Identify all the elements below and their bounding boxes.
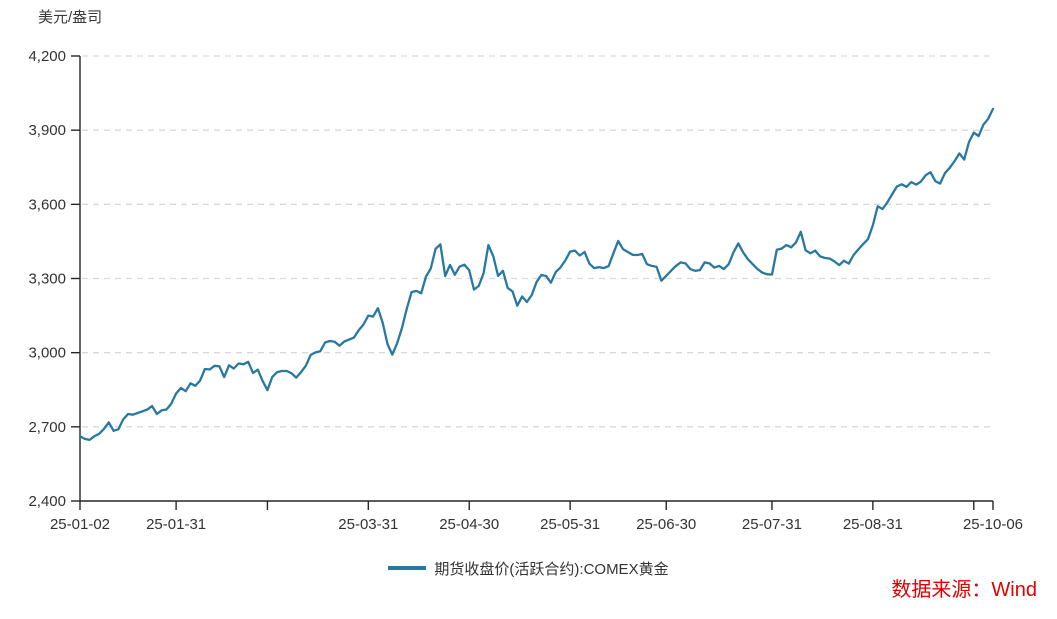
x-tick-label: 25-04-30 [439,516,499,533]
x-tick-label: 25-03-31 [338,516,398,533]
y-tick-label: 2,400 [28,493,66,510]
x-tick-label: 25-07-31 [742,516,802,533]
y-tick-label: 3,300 [28,271,66,288]
price-line-comex-gold [78,107,995,442]
x-tick-labels: 25-01-02 25-01-31 25-03-31 25-04-30 25-05-31… [50,501,1023,533]
y-tick-label: 3,600 [28,196,66,213]
y-tick-label: 3,900 [28,122,66,139]
x-tick-label: 25-01-02 [50,516,110,533]
y-tick-labels: 2,400 2,700 3,000 3,300 3,600 3,900 4,200 [28,48,80,510]
data-source-note: 数据来源：Wind [891,579,1037,601]
y-axis-unit-label: 美元/盎司 [38,9,103,26]
x-tick-label: 25-06-30 [636,516,696,533]
y-tick-label: 3,000 [28,345,66,362]
y-tick-label: 2,700 [28,419,66,436]
chart-legend: 期货收盘价(活跃合约):COMEX黄金 [0,556,1057,580]
legend-line-swatch [388,566,427,570]
y-gridlines [82,55,993,428]
legend-series-label: 期货收盘价(活跃合约):COMEX黄金 [434,560,669,578]
x-tick-label: 25-01-31 [146,516,206,533]
x-tick-label: 25-05-31 [540,516,600,533]
y-tick-label: 4,200 [28,48,66,65]
x-tick-label: 25-08-31 [843,516,903,533]
x-tick-label: 25-10-06 [963,516,1023,533]
